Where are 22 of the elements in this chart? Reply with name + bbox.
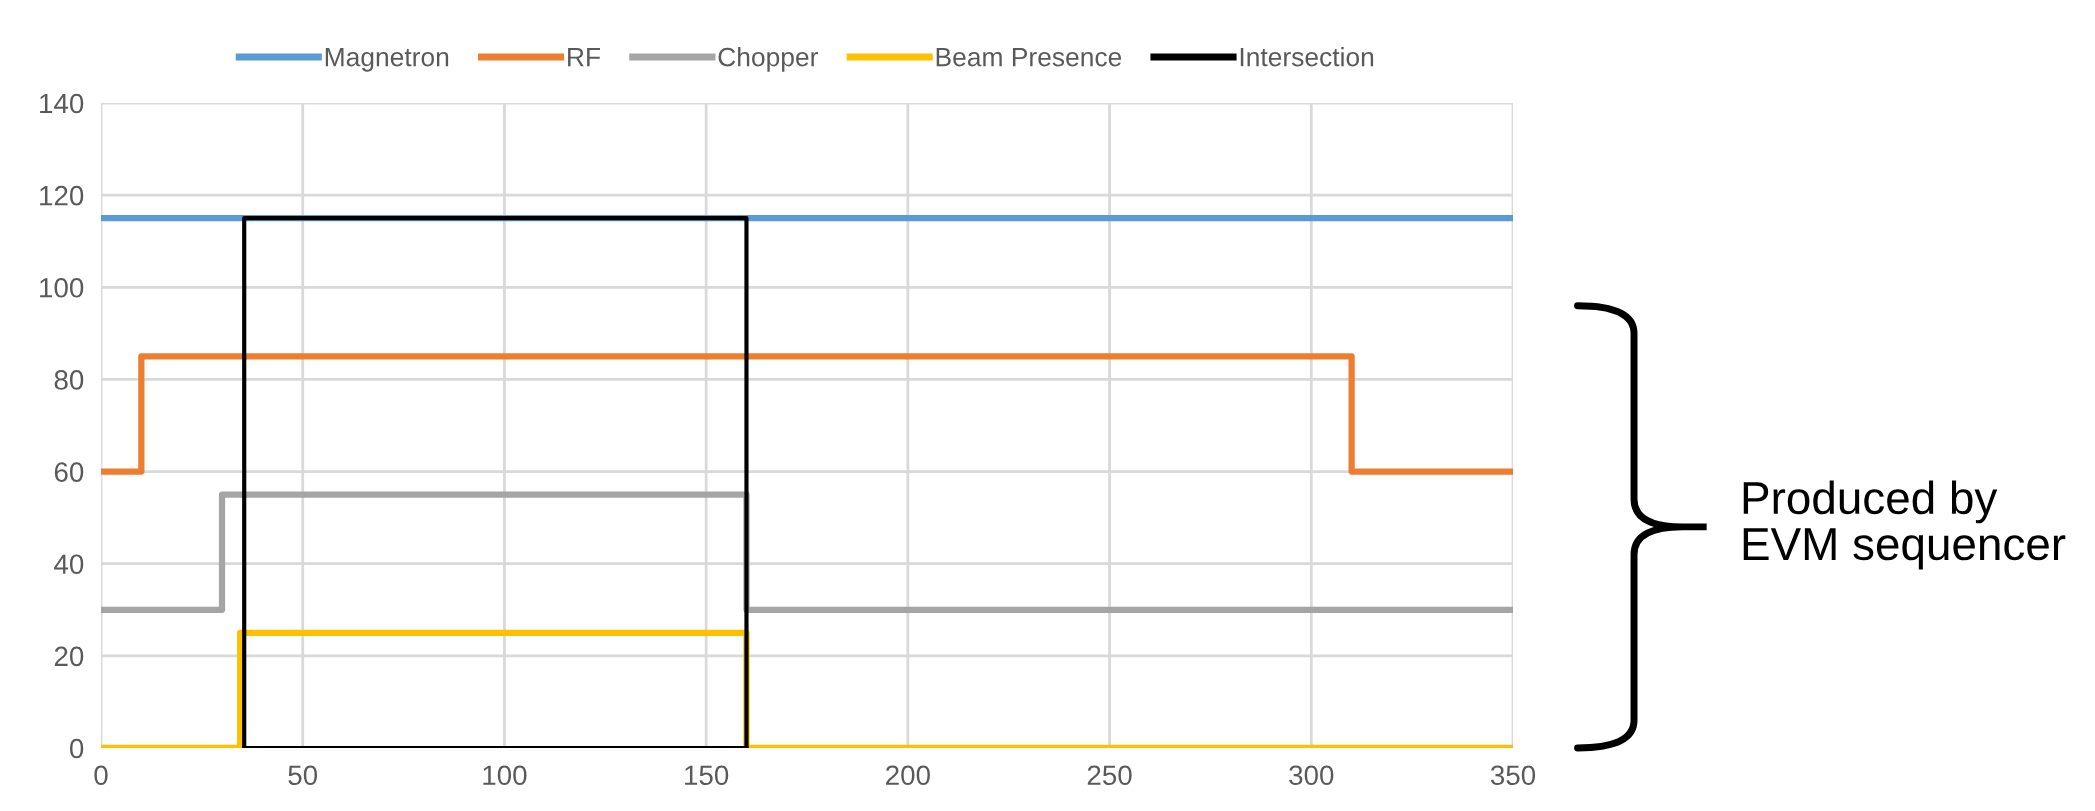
y-tick-label: 40 — [54, 554, 84, 575]
x-tick-label: 0 — [94, 765, 108, 786]
legend-label: Beam Presence — [936, 48, 1122, 67]
y-tick-label: 60 — [54, 462, 84, 482]
y-tick-label: 100 — [40, 277, 84, 298]
y-tick-label: 0 — [69, 738, 84, 759]
legend-label: RF — [568, 48, 601, 67]
legend-label: Intersection — [1240, 47, 1374, 67]
x-tick-label: 100 — [483, 765, 527, 786]
y-tick-label: 120 — [40, 185, 84, 206]
y-tick-label: 140 — [40, 93, 84, 114]
y-tick-label: 20 — [54, 646, 84, 667]
x-tick-label: 300 — [1289, 765, 1334, 786]
x-tick-label: 50 — [288, 765, 318, 786]
y-tick-label: 80 — [54, 370, 84, 390]
legend-label: Magnetron — [325, 48, 449, 72]
legend-label: Chopper — [718, 47, 818, 72]
text: Produced by EVM sequencer — [1743, 480, 2066, 570]
x-tick-label: 150 — [685, 765, 729, 786]
x-tick-label: 250 — [1087, 765, 1132, 786]
x-tick-label: 200 — [886, 765, 930, 786]
x-tick-label: 350 — [1490, 765, 1536, 786]
